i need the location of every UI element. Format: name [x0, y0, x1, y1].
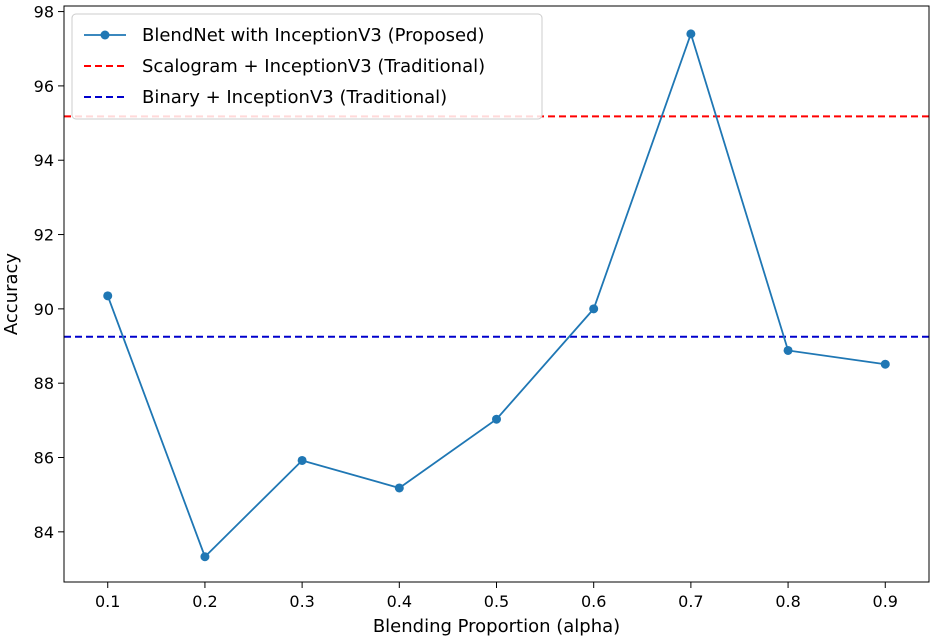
x-axis-title: Blending Proportion (alpha) — [373, 616, 620, 637]
data-point — [297, 455, 307, 465]
data-point — [492, 414, 501, 424]
x-tick-label: 0.5 — [484, 592, 509, 611]
data-point — [394, 483, 404, 493]
data-point — [200, 552, 210, 562]
legend: BlendNet with InceptionV3 (Proposed) Scal… — [71, 13, 543, 120]
reference-lines — [64, 115, 929, 338]
legend-entry-2: Binary + InceptionV3 (Traditional) — [84, 87, 447, 108]
data-point — [783, 345, 793, 355]
legend-label: Binary + InceptionV3 (Traditional) — [142, 87, 447, 108]
y-tick-label: 96 — [34, 77, 54, 96]
data-point — [880, 359, 890, 369]
legend-label: Scalogram + InceptionV3 (Traditional) — [142, 56, 485, 77]
y-tick-label: 88 — [34, 374, 54, 393]
x-tick-label: 0.6 — [581, 592, 606, 611]
legend-entry-1: Scalogram + InceptionV3 (Traditional) — [84, 56, 485, 77]
x-tick-label: 0.7 — [678, 592, 703, 611]
y-axis-title: Accuracy — [1, 253, 22, 336]
x-tick-label: 0.8 — [775, 592, 800, 611]
y-tick-label: 90 — [34, 300, 54, 319]
legend-entry-0: BlendNet with InceptionV3 (Proposed) — [84, 25, 484, 46]
legend-entries: BlendNet with InceptionV3 (Proposed) Scal… — [84, 25, 485, 108]
x-tick-label: 0.3 — [289, 592, 314, 611]
data-point — [103, 291, 113, 301]
series-layer — [103, 29, 890, 562]
y-tick-label: 98 — [34, 3, 54, 22]
x-tick-label: 0.4 — [387, 592, 412, 611]
x-tick-label: 0.1 — [95, 592, 120, 611]
y-tick-label: 94 — [34, 151, 54, 170]
x-axis-ticks: 0.1 0.2 0.3 0.4 0.5 0.6 0.7 0.8 0.9 — [95, 582, 898, 611]
y-tick-label: 86 — [34, 449, 54, 468]
y-tick-label: 92 — [34, 226, 54, 245]
x-tick-label: 0.2 — [192, 592, 217, 611]
x-tick-label: 0.9 — [873, 592, 898, 611]
legend-label: BlendNet with InceptionV3 (Proposed) — [142, 25, 484, 46]
y-tick-label: 84 — [34, 523, 54, 542]
data-point — [589, 304, 599, 314]
legend-swatch-marker — [100, 30, 110, 40]
legend-box — [71, 13, 543, 120]
y-axis-ticks: 84 86 88 90 92 94 96 98 — [34, 3, 64, 542]
data-point — [686, 29, 696, 39]
